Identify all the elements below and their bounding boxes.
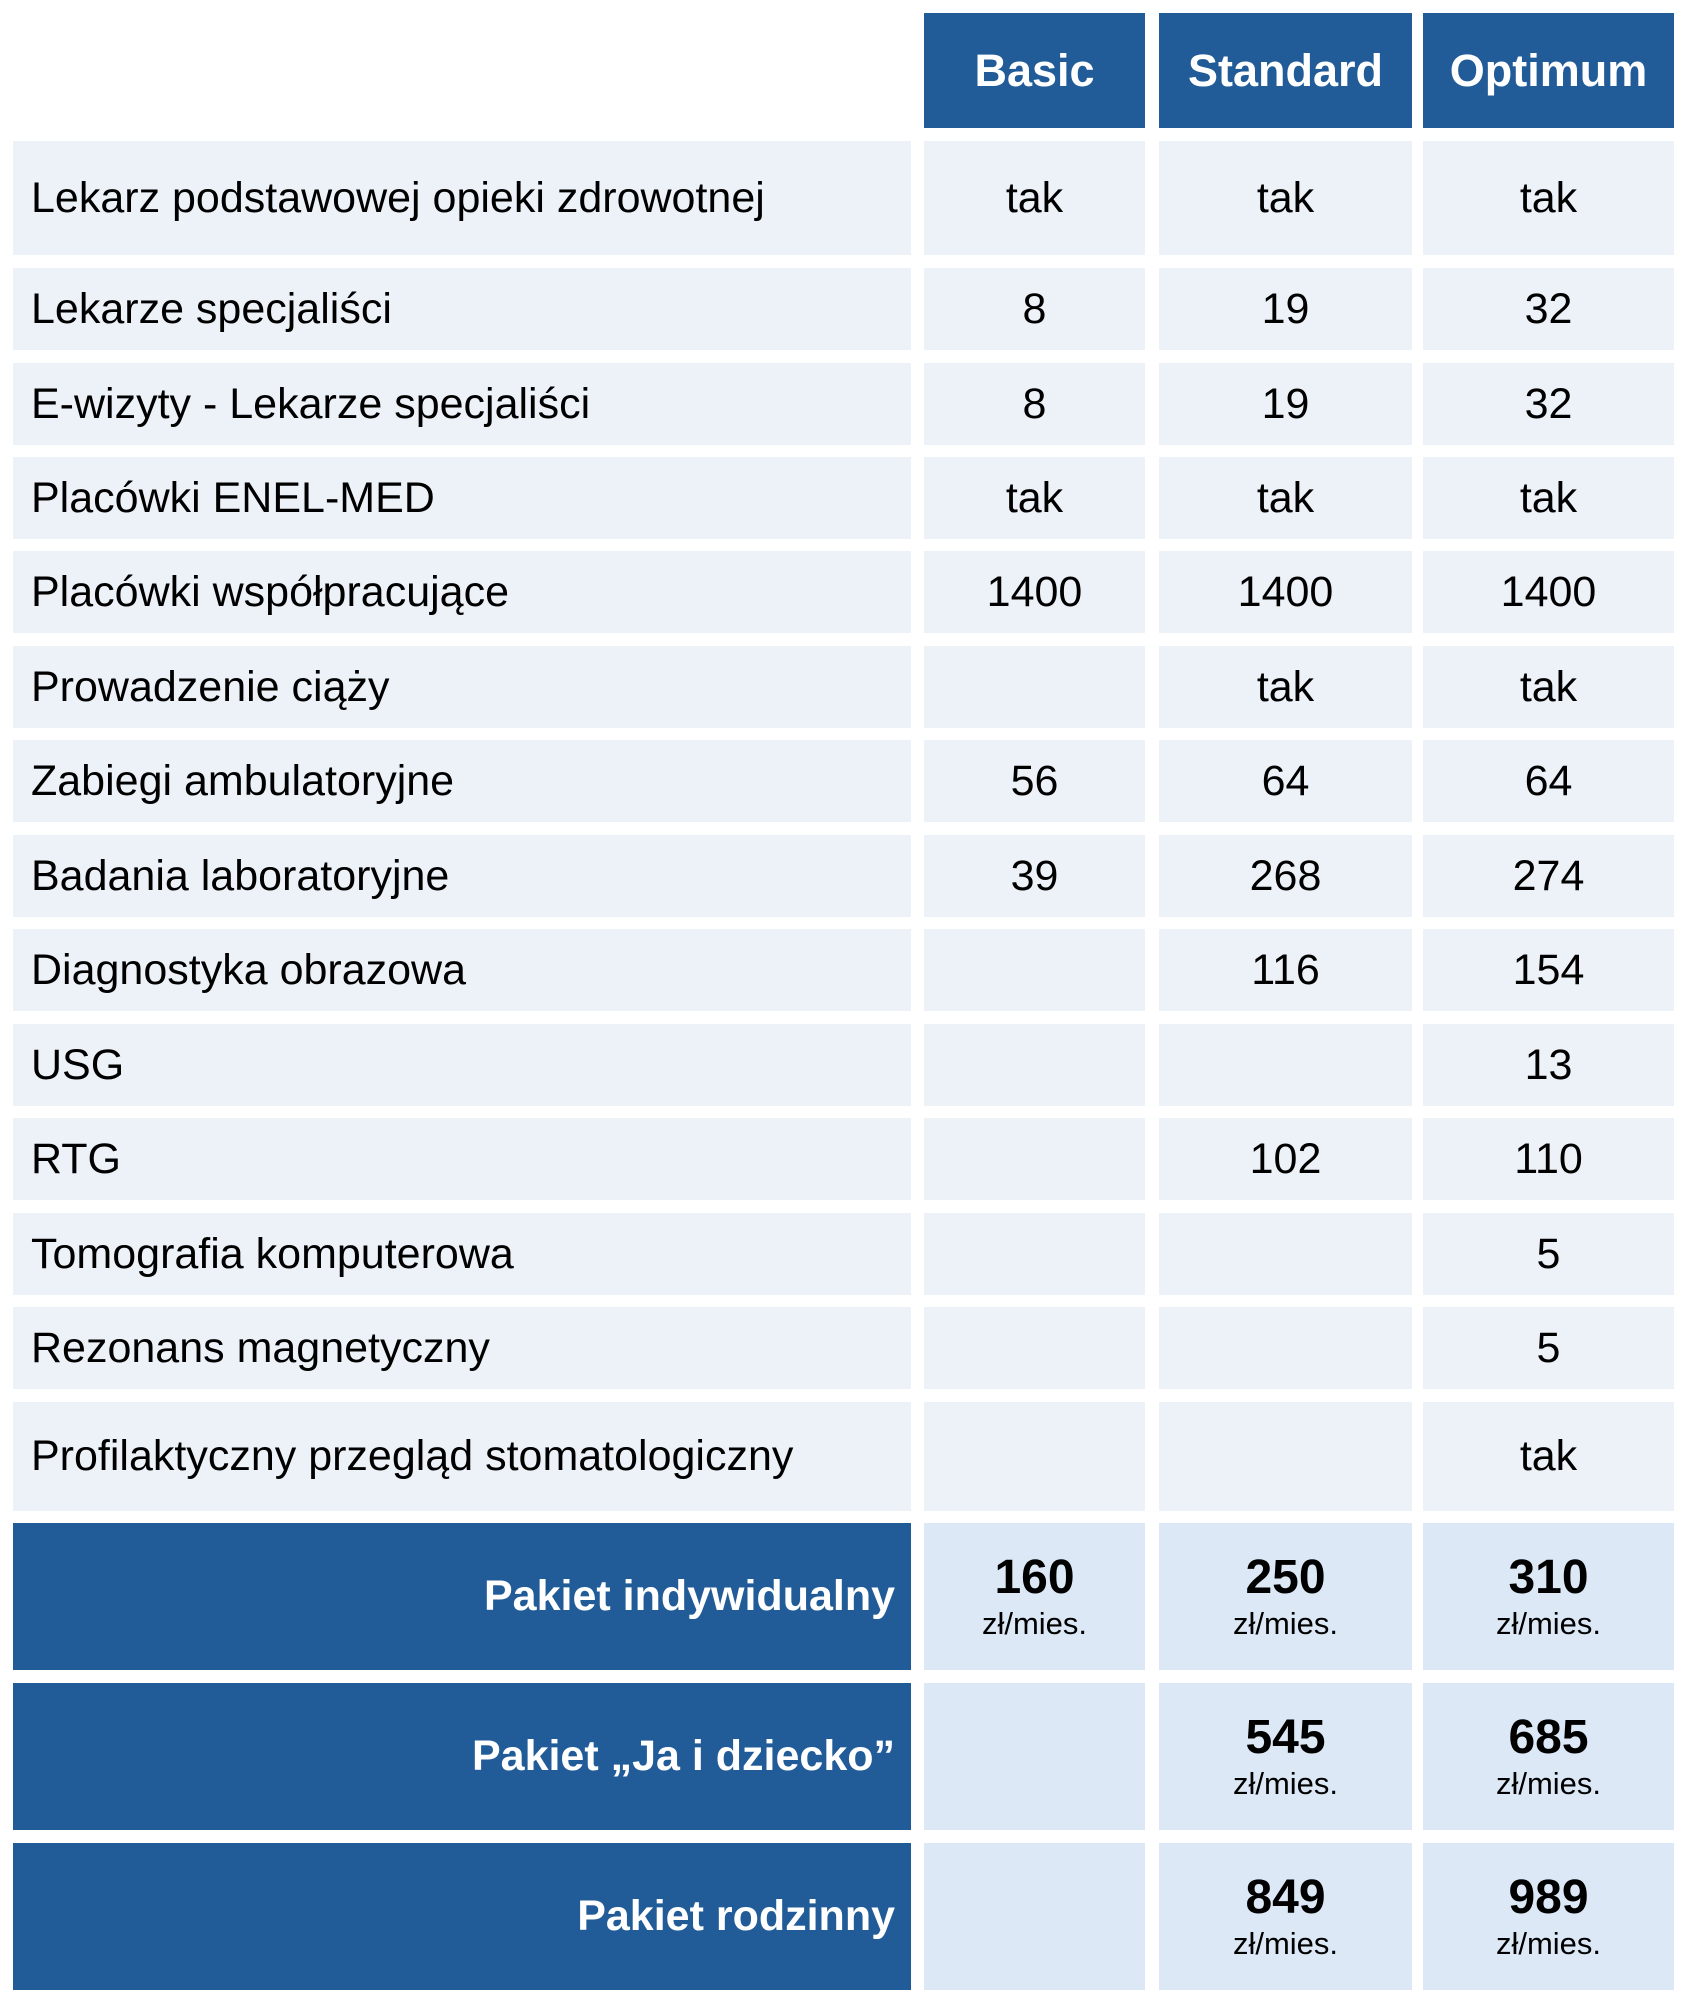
feature-value-standard: 268 — [1159, 835, 1412, 917]
feature-value-optimum: 32 — [1423, 268, 1674, 350]
package-price-standard: 250 zł/mies. — [1159, 1523, 1412, 1670]
feature-value-standard — [1159, 1307, 1412, 1389]
feature-value-optimum: 1400 — [1423, 551, 1674, 633]
feature-value-optimum: tak — [1423, 646, 1674, 728]
feature-label: Placówki współpracujące — [13, 551, 911, 633]
feature-label: Prowadzenie ciąży — [13, 646, 911, 728]
feature-value-standard — [1159, 1024, 1412, 1106]
price-unit: zł/mies. — [1495, 1925, 1602, 1961]
feature-value-basic — [924, 1024, 1145, 1106]
feature-value-optimum: 32 — [1423, 363, 1674, 445]
feature-value-optimum: 13 — [1423, 1024, 1674, 1106]
column-header-basic: Basic — [924, 13, 1145, 128]
feature-value-basic — [924, 1307, 1145, 1389]
price-amount: 685 — [1508, 1710, 1589, 1764]
price-amount: 989 — [1508, 1870, 1589, 1924]
price-unit: zł/mies. — [1495, 1765, 1602, 1801]
price-unit: zł/mies. — [1232, 1605, 1339, 1641]
price-unit: zł/mies. — [1232, 1925, 1339, 1961]
feature-value-standard: 19 — [1159, 363, 1412, 445]
package-price-standard: 849 zł/mies. — [1159, 1843, 1412, 1990]
feature-value-basic: 8 — [924, 268, 1145, 350]
feature-value-optimum: 64 — [1423, 740, 1674, 822]
price-amount: 849 — [1245, 1870, 1326, 1924]
feature-value-standard: 116 — [1159, 929, 1412, 1011]
feature-label: USG — [13, 1024, 911, 1106]
feature-value-standard — [1159, 1213, 1412, 1295]
price-unit: zł/mies. — [1232, 1765, 1339, 1801]
feature-label: RTG — [13, 1118, 911, 1200]
feature-value-standard: 102 — [1159, 1118, 1412, 1200]
package-price-basic — [924, 1683, 1145, 1830]
feature-value-basic: 56 — [924, 740, 1145, 822]
feature-value-optimum: tak — [1423, 141, 1674, 255]
price-amount: 545 — [1245, 1710, 1326, 1764]
feature-value-optimum: 5 — [1423, 1307, 1674, 1389]
feature-value-optimum: tak — [1423, 457, 1674, 539]
feature-value-standard: tak — [1159, 646, 1412, 728]
column-header-optimum: Optimum — [1423, 13, 1674, 128]
feature-value-optimum: tak — [1423, 1402, 1674, 1511]
feature-value-standard: tak — [1159, 141, 1412, 255]
feature-value-basic: 39 — [924, 835, 1145, 917]
feature-value-optimum: 154 — [1423, 929, 1674, 1011]
price-amount: 310 — [1508, 1550, 1589, 1604]
price-amount: 160 — [994, 1550, 1075, 1604]
feature-value-standard: tak — [1159, 457, 1412, 539]
feature-value-optimum: 274 — [1423, 835, 1674, 917]
package-label: Pakiet rodzinny — [13, 1843, 911, 1990]
feature-label: Tomografia komputerowa — [13, 1213, 911, 1295]
package-price-basic: 160 zł/mies. — [924, 1523, 1145, 1670]
feature-value-optimum: 5 — [1423, 1213, 1674, 1295]
feature-label: Rezonans magnetyczny — [13, 1307, 911, 1389]
package-price-standard: 545 zł/mies. — [1159, 1683, 1412, 1830]
package-price-optimum: 310 zł/mies. — [1423, 1523, 1674, 1670]
feature-value-basic — [924, 1118, 1145, 1200]
package-label: Pakiet „Ja i dziecko” — [13, 1683, 911, 1830]
package-price-optimum: 989 zł/mies. — [1423, 1843, 1674, 1990]
feature-value-basic: tak — [924, 141, 1145, 255]
feature-label: E-wizyty - Lekarze specjaliści — [13, 363, 911, 445]
feature-value-standard — [1159, 1402, 1412, 1511]
feature-value-basic — [924, 1402, 1145, 1511]
price-unit: zł/mies. — [1495, 1605, 1602, 1641]
package-label: Pakiet indywidualny — [13, 1523, 911, 1670]
feature-label: Profilaktyczny przegląd stomatologiczny — [13, 1402, 911, 1511]
feature-label: Badania laboratoryjne — [13, 835, 911, 917]
feature-label: Lekarz podstawowej opieki zdrowotnej — [13, 141, 911, 255]
feature-value-basic — [924, 929, 1145, 1011]
feature-value-standard: 64 — [1159, 740, 1412, 822]
package-price-basic — [924, 1843, 1145, 1990]
price-unit: zł/mies. — [981, 1605, 1088, 1641]
feature-value-standard: 19 — [1159, 268, 1412, 350]
feature-value-optimum: 110 — [1423, 1118, 1674, 1200]
feature-value-basic — [924, 646, 1145, 728]
feature-label: Lekarze specjaliści — [13, 268, 911, 350]
package-price-optimum: 685 zł/mies. — [1423, 1683, 1674, 1830]
feature-value-basic: tak — [924, 457, 1145, 539]
feature-value-basic: 8 — [924, 363, 1145, 445]
feature-label: Zabiegi ambulatoryjne — [13, 740, 911, 822]
feature-value-standard: 1400 — [1159, 551, 1412, 633]
price-amount: 250 — [1245, 1550, 1326, 1604]
feature-value-basic: 1400 — [924, 551, 1145, 633]
feature-label: Diagnostyka obrazowa — [13, 929, 911, 1011]
feature-label: Placówki ENEL-MED — [13, 457, 911, 539]
feature-value-basic — [924, 1213, 1145, 1295]
column-header-standard: Standard — [1159, 13, 1412, 128]
